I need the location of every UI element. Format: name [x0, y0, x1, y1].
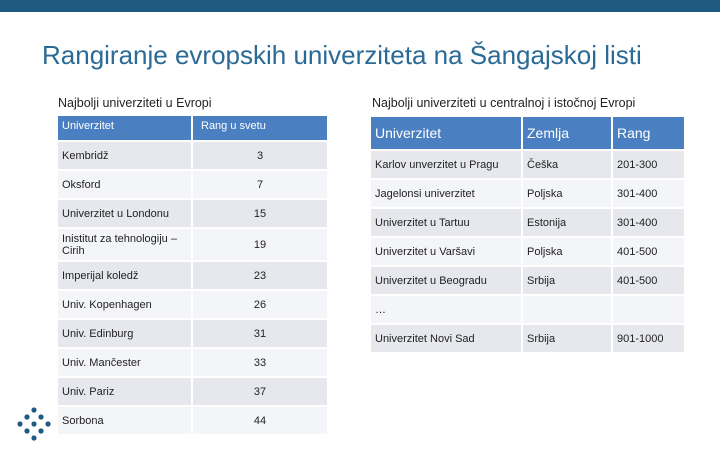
- central-eastern-europe-table: Univerzitet Zemlja Rang Karlov unverzite…: [369, 115, 686, 354]
- rank: 201-300: [613, 151, 684, 178]
- university-name: Jagelonsi univerzitet: [371, 180, 521, 207]
- rank: 301-400: [613, 180, 684, 207]
- university-name: Univ. Pariz: [58, 378, 191, 405]
- university-name: Univerzitet u Tartuu: [371, 209, 521, 236]
- table-row: Kembridž 3: [58, 142, 327, 169]
- top-bar: [0, 0, 720, 12]
- header-rank: Rang: [613, 117, 684, 149]
- world-rank: 15: [193, 200, 327, 227]
- table-row: Univ. Pariz 37: [58, 378, 327, 405]
- country: Srbija: [523, 267, 611, 294]
- university-name: Univerzitet Novi Sad: [371, 325, 521, 352]
- university-name: Univ. Edinburg: [58, 320, 191, 347]
- table-row: Inistitut za tehnologiju –Cirih 19: [58, 229, 327, 260]
- world-rank: 19: [193, 229, 327, 260]
- university-name: Inistitut za tehnologiju –Cirih: [58, 229, 191, 260]
- world-rank: 23: [193, 262, 327, 289]
- country: [523, 296, 611, 323]
- university-name: Univerzitet u Varšavi: [371, 238, 521, 265]
- rank: 901-1000: [613, 325, 684, 352]
- slide-title: Rangiranje evropskih univerziteta na Šan…: [42, 40, 642, 70]
- university-name: Sorbona: [58, 407, 191, 434]
- table-row: …: [371, 296, 684, 323]
- header-university: Univerzitet: [58, 116, 191, 140]
- world-rank: 7: [193, 171, 327, 198]
- rank: 301-400: [613, 209, 684, 236]
- table-row: Univerzitet u Londonu 15: [58, 200, 327, 227]
- country: Češka: [523, 151, 611, 178]
- rank: 401-500: [613, 238, 684, 265]
- university-name: …: [371, 296, 521, 323]
- table-header-row: Univerzitet Zemlja Rang: [371, 117, 684, 149]
- table-row: Sorbona 44: [58, 407, 327, 434]
- university-name: Karlov unverzitet u Pragu: [371, 151, 521, 178]
- table-row: Univerzitet u Varšavi Poljska 401-500: [371, 238, 684, 265]
- table-row: Jagelonsi univerzitet Poljska 301-400: [371, 180, 684, 207]
- world-rank: 37: [193, 378, 327, 405]
- university-name: Kembridž: [58, 142, 191, 169]
- table-row: Univerzitet u Beogradu Srbija 401-500: [371, 267, 684, 294]
- table-row: Univerzitet u Tartuu Estonija 301-400: [371, 209, 684, 236]
- rank: [613, 296, 684, 323]
- world-rank: 44: [193, 407, 327, 434]
- header-country: Zemlja: [523, 117, 611, 149]
- university-name: Univ. Mančester: [58, 349, 191, 376]
- table-row: Univ. Edinburg 31: [58, 320, 327, 347]
- rank: 401-500: [613, 267, 684, 294]
- right-subtitle: Najbolji univerziteti u centralnoj i ist…: [372, 96, 636, 110]
- table-row: Univerzitet Novi Sad Srbija 901-1000: [371, 325, 684, 352]
- europe-ranking-table: Univerzitet Rang u svetu Kembridž 3 Oksf…: [56, 114, 329, 436]
- world-rank: 26: [193, 291, 327, 318]
- table-header-row: Univerzitet Rang u svetu: [58, 116, 327, 140]
- table-row: Oksford 7: [58, 171, 327, 198]
- country: Poljska: [523, 180, 611, 207]
- header-university: Univerzitet: [371, 117, 521, 149]
- table-row: Univ. Kopenhagen 26: [58, 291, 327, 318]
- table-row: Univ. Mančester 33: [58, 349, 327, 376]
- country: Estonija: [523, 209, 611, 236]
- university-name: Imperijal koledž: [58, 262, 191, 289]
- country: Poljska: [523, 238, 611, 265]
- dots-cross-logo-icon: [17, 407, 51, 441]
- table-row: Imperijal koledž 23: [58, 262, 327, 289]
- left-subtitle: Najbolji univerziteti u Evropi: [58, 96, 212, 110]
- world-rank: 3: [193, 142, 327, 169]
- country: Srbija: [523, 325, 611, 352]
- university-name: Univerzitet u Beogradu: [371, 267, 521, 294]
- table-row: Karlov unverzitet u Pragu Češka 201-300: [371, 151, 684, 178]
- header-world-rank: Rang u svetu: [193, 116, 327, 140]
- world-rank: 31: [193, 320, 327, 347]
- university-name: Univerzitet u Londonu: [58, 200, 191, 227]
- university-name: Univ. Kopenhagen: [58, 291, 191, 318]
- world-rank: 33: [193, 349, 327, 376]
- university-name: Oksford: [58, 171, 191, 198]
